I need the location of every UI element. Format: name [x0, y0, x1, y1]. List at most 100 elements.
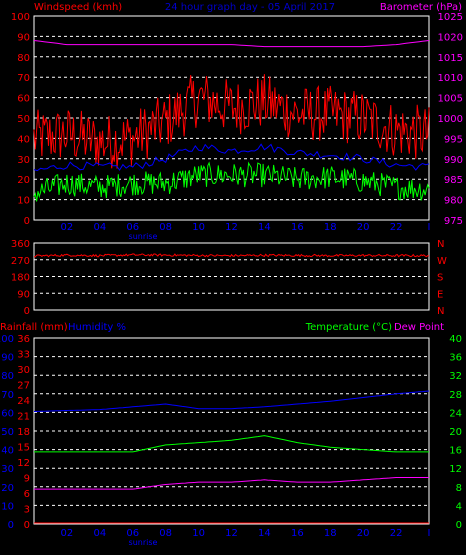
humidity-tick-label: 100	[0, 334, 14, 345]
x-tick-label: I	[428, 222, 431, 233]
y2-tick-label: 1020	[438, 32, 463, 43]
series-barometer-line	[33, 40, 430, 48]
y-tick-label: 60	[17, 94, 30, 105]
y-tick-label: 70	[17, 73, 30, 84]
rain-tick-label: 15	[17, 443, 30, 454]
humidity-tick-label: 10	[1, 501, 14, 512]
compass-tick-label: E	[437, 289, 443, 300]
rain-tick-label: 12	[17, 458, 30, 469]
y2-tick-label: 1015	[438, 53, 463, 64]
rain-tick-label: 9	[24, 474, 30, 485]
humidity-tick-label: 40	[1, 446, 14, 457]
y-tick-label: 100	[11, 12, 30, 23]
series-wind-direction-line	[33, 253, 430, 258]
x-tick-label: 14	[258, 528, 271, 539]
temperature-tick-label: 32	[449, 371, 462, 382]
y-tick-label: 90	[17, 289, 30, 300]
x-tick-label: 06	[126, 528, 139, 539]
x-tick-label: 18	[324, 528, 337, 539]
y2-tick-label: 1025	[438, 12, 463, 23]
y2-tick-label: 985	[444, 175, 463, 186]
humidity-axis-label: Humidity %	[68, 322, 126, 333]
humidity-axis-ticks: 0 10 20 30 40 50 60 70 80 90 100	[0, 334, 14, 531]
wind-direction-series	[33, 253, 430, 258]
rain-tick-label: 0	[24, 520, 30, 531]
windspeed-axis-ticks: 0 10 20 30 40 50 60 70 80 90 100	[11, 12, 30, 227]
y-tick-label: 20	[17, 175, 30, 186]
rain-tick-label: 24	[17, 396, 30, 407]
series-average-line	[33, 143, 430, 172]
humidity-tick-label: 60	[1, 408, 14, 419]
temperature-grid	[34, 356, 429, 506]
y-tick-label: 90	[17, 32, 30, 43]
dewpoint-axis-label: Dew Point	[394, 322, 444, 333]
x-tick-label: 02	[61, 222, 74, 233]
x-tick-label: 04	[93, 528, 106, 539]
humidity-tick-label: 50	[1, 427, 14, 438]
y2-tick-label: 1005	[438, 94, 463, 105]
wind-direction-degree-ticks: 0 90 180 270 360	[11, 239, 30, 317]
temperature-tick-label: 0	[456, 520, 462, 531]
y-tick-label: 10	[17, 196, 30, 207]
x-tick-label: 10	[192, 222, 205, 233]
temperature-tick-label: 36	[449, 353, 462, 364]
rain-tick-label: 18	[17, 427, 30, 438]
x-tick-label: 18	[324, 222, 337, 233]
humidity-tick-label: 80	[1, 371, 14, 382]
y-tick-label: 0	[24, 216, 30, 227]
y-tick-label: 180	[11, 273, 30, 284]
temperature-tick-label: 8	[456, 483, 462, 494]
temperature-axis-label: Temperature (°C)	[305, 322, 392, 333]
x-tick-label: 20	[357, 222, 370, 233]
sunrise-label-top: sunrise	[129, 232, 158, 241]
windspeed-grid	[34, 35, 429, 201]
compass-tick-label: S	[437, 273, 443, 284]
humidity-tick-label: 30	[1, 464, 14, 475]
y2-tick-label: 975	[444, 216, 463, 227]
y2-tick-label: 990	[444, 155, 463, 166]
chart-title: 24 hour graph day - 05 April 2017	[165, 2, 335, 13]
humidity-tick-label: 90	[1, 353, 14, 364]
temperature-plot-frame	[33, 337, 430, 525]
temperature-tick-label: 16	[449, 446, 462, 457]
rain-tick-label: 27	[17, 381, 30, 392]
y2-tick-label: 995	[444, 134, 463, 145]
x-tick-label: 12	[225, 222, 238, 233]
rain-tick-label: 3	[24, 505, 30, 516]
y-tick-label: 270	[11, 256, 30, 267]
temperature-x-ticks: 02 04 06 08 10 12 14 16 18 20 22 I	[61, 528, 431, 539]
x-tick-label: 16	[291, 222, 304, 233]
y2-tick-label: 1000	[438, 114, 463, 125]
y-tick-label: 30	[17, 155, 30, 166]
y-tick-label: 360	[11, 239, 30, 250]
compass-tick-label: N	[437, 239, 444, 250]
temperature-series	[33, 390, 430, 524]
rain-tick-label: 36	[17, 334, 30, 345]
sunrise-label-bottom: sunrise	[129, 538, 158, 547]
rain-tick-label: 21	[17, 412, 30, 423]
y2-tick-label: 980	[444, 196, 463, 207]
x-tick-label: 04	[93, 222, 106, 233]
series-temperature-c-line	[34, 435, 429, 453]
temperature-tick-label: 28	[449, 390, 462, 401]
x-tick-label: 12	[225, 528, 238, 539]
windspeed-axis-label: Windspeed (kmh)	[34, 2, 122, 13]
y2-tick-label: 1010	[438, 73, 463, 84]
rain-tick-label: 33	[17, 350, 30, 361]
x-tick-label: 20	[357, 528, 370, 539]
x-tick-label: 06	[126, 222, 139, 233]
rain-tick-label: 30	[17, 365, 30, 376]
x-tick-label: 10	[192, 528, 205, 539]
series-gust-line	[33, 161, 430, 202]
temperature-tick-label: 24	[449, 408, 462, 419]
humidity-tick-label: 70	[1, 390, 14, 401]
x-tick-label: 22	[390, 222, 403, 233]
temperature-tick-label: 12	[449, 464, 462, 475]
windspeed-x-ticks: 02 04 06 08 10 12 14 16 18 20 22 I	[61, 222, 431, 233]
y-tick-label: 80	[17, 53, 30, 64]
